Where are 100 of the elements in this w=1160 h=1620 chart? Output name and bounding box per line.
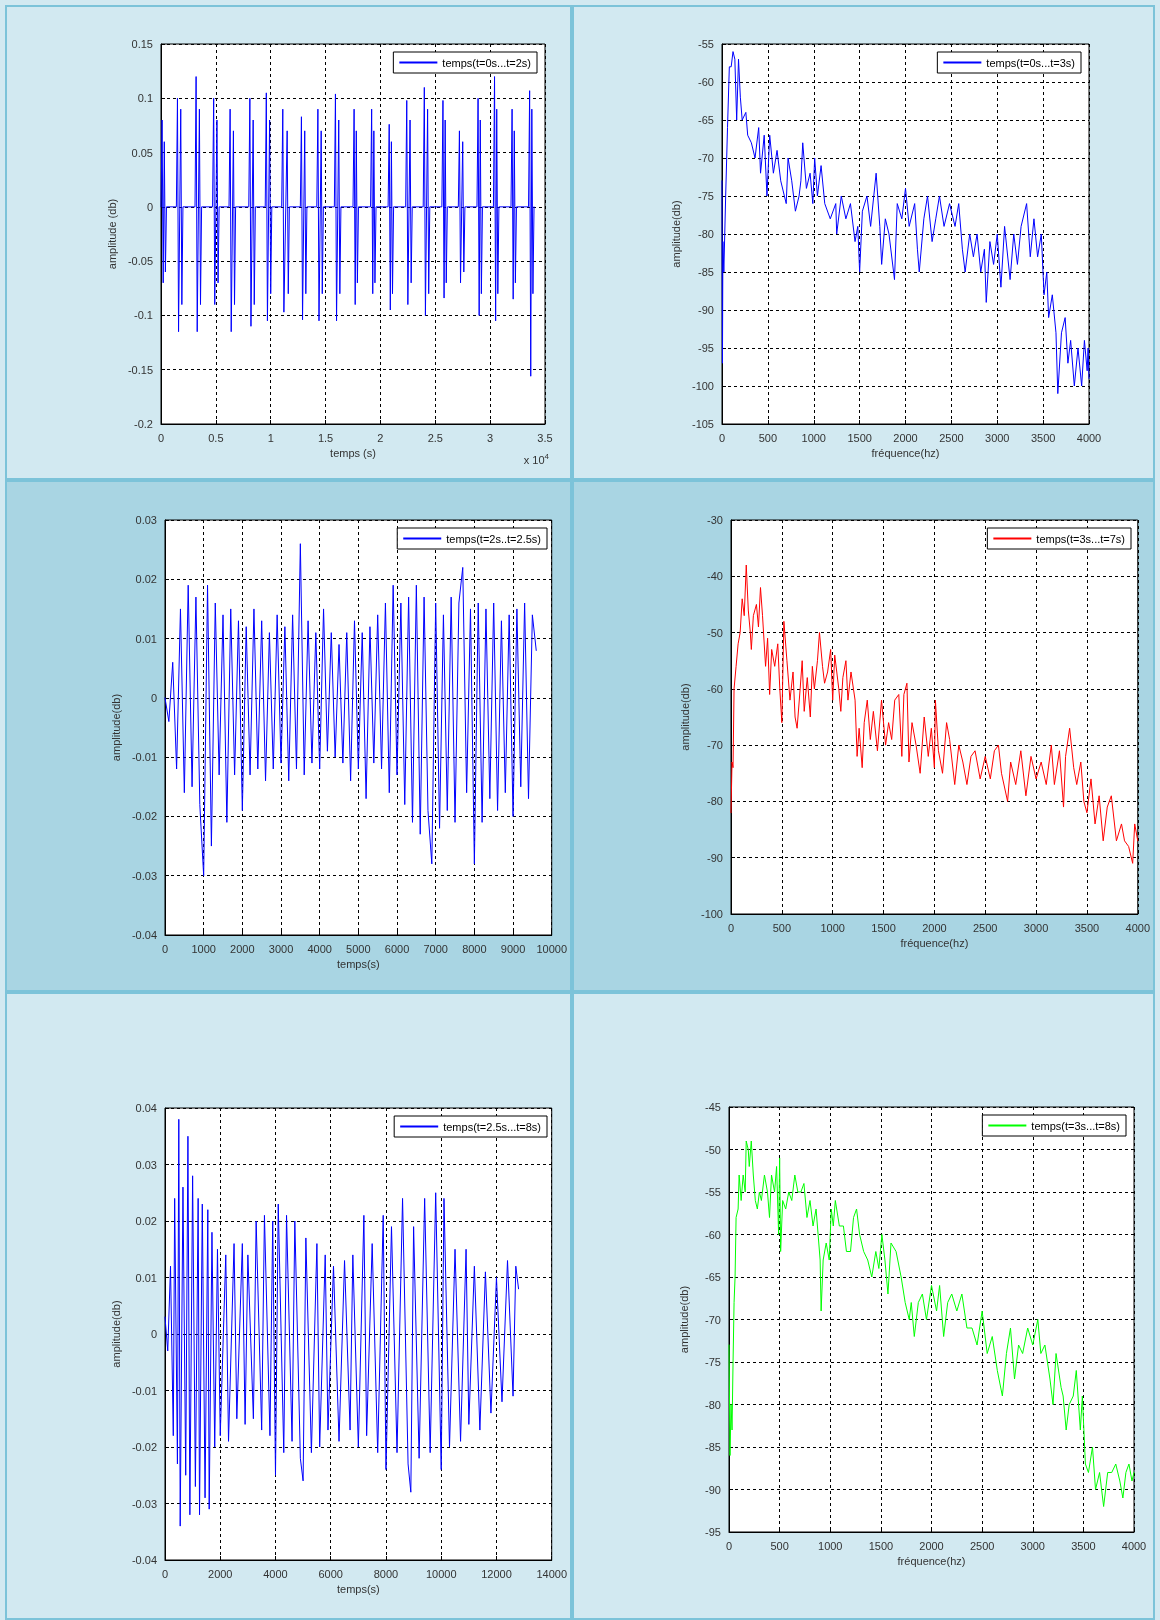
x-tick-label: 2 — [377, 431, 384, 444]
y-tick-label: 0.02 — [135, 1215, 157, 1227]
x-tick-label: 2000 — [208, 1567, 233, 1580]
x-tick-label: 1500 — [871, 921, 896, 934]
y-tick-label: -0.05 — [127, 255, 153, 268]
x-tick-label: 1000 — [191, 942, 216, 955]
y-tick-label: 0.1 — [137, 92, 153, 105]
y-tick-label: -80 — [707, 795, 723, 808]
x-tick-label: 1000 — [820, 921, 845, 934]
x-tick-label: 2500 — [972, 921, 998, 934]
x-tick-label: 4000 — [1125, 921, 1151, 934]
x-tick-label: 3500 — [1071, 1539, 1096, 1552]
y-tick-label: -105 — [691, 418, 714, 430]
y-tick-label: 0.01 — [135, 1271, 157, 1284]
y-axis-title: amplitude(db) — [677, 1285, 690, 1354]
x-tick-label: 4000 — [307, 942, 332, 955]
y-tick-label: -80 — [705, 1398, 721, 1411]
line-series — [160, 76, 535, 377]
y-tick-label: 0 — [150, 691, 157, 704]
x-tick-label: 3.5 — [537, 431, 553, 444]
x-axis-title: fréquence(hz) — [900, 937, 969, 950]
y-tick-label: -90 — [707, 851, 723, 864]
x-tick-label: 2000 — [893, 431, 918, 444]
y-tick-label: -100 — [691, 380, 714, 392]
x-axis-title: fréquence(hz) — [871, 447, 940, 460]
x-tick-label: 2000 — [230, 942, 255, 955]
x-tick-label: 1000 — [801, 431, 826, 444]
y-tick-label: -90 — [698, 304, 714, 316]
y-tick-label: -55 — [698, 38, 714, 50]
x-tick-label: 3500 — [1074, 921, 1100, 934]
y-axis-title: amplitude(db) — [109, 1300, 122, 1368]
y-tick-label: -0.1 — [134, 309, 153, 322]
x-tick-label: 8000 — [462, 942, 487, 955]
x-tick-label: 0 — [727, 921, 735, 934]
x-tick-label: 12000 — [481, 1567, 512, 1580]
x-tick-label: 2500 — [939, 431, 964, 444]
x-tick-label: 3000 — [1023, 921, 1049, 934]
y-tick-label: -80 — [698, 228, 714, 240]
x-tick-label: 0.5 — [208, 431, 224, 444]
x-tick-label: 1 — [267, 431, 274, 444]
y-tick-label: -50 — [705, 1143, 721, 1156]
y-tick-label: -85 — [698, 266, 714, 278]
y-tick-label: -75 — [698, 190, 714, 202]
y-tick-label: -45 — [705, 1101, 721, 1113]
y-tick-label: -95 — [698, 342, 714, 354]
x-axis-title: fréquence(hz) — [897, 1555, 966, 1568]
x-tick-label: 4000 — [1076, 431, 1102, 444]
y-tick-label: 0.15 — [131, 38, 153, 50]
legend-label: temps(t=0s...t=2s) — [442, 56, 532, 69]
x-tick-label: 500 — [772, 921, 792, 934]
y-tick-label: -65 — [698, 114, 714, 126]
line-series — [728, 1140, 1135, 1507]
y-tick-label: -55 — [705, 1186, 721, 1198]
y-tick-label: -90 — [705, 1483, 721, 1496]
x-tick-label: 500 — [770, 1539, 789, 1552]
x-tick-label: 0 — [725, 1539, 733, 1552]
x-tick-label: 10000 — [425, 1567, 457, 1580]
x-tick-label: 0 — [161, 1567, 169, 1580]
y-tick-label: -60 — [698, 76, 714, 88]
y-tick-label: -50 — [707, 626, 723, 639]
x-tick-label: 3000 — [985, 431, 1010, 444]
x-tick-label: 9000 — [500, 942, 526, 955]
y-tick-label: -75 — [705, 1356, 721, 1368]
x-axis-title: temps(s) — [336, 958, 380, 971]
y-tick-label: -0.01 — [131, 751, 157, 764]
x-tick-label: 5000 — [346, 942, 371, 955]
legend-label: temps(t=3s...t=7s) — [1036, 532, 1126, 545]
y-tick-label: -70 — [705, 1313, 721, 1326]
y-tick-label: -0.02 — [131, 810, 157, 823]
legend-label: temps(t=2.5s...t=8s) — [443, 1120, 542, 1133]
y-tick-label: -95 — [705, 1526, 721, 1538]
y-tick-label: -70 — [698, 152, 714, 164]
y-tick-label: -0.03 — [131, 1497, 157, 1510]
line-series — [721, 51, 1090, 395]
y-tick-label: -0.03 — [131, 869, 157, 882]
x-tick-label: 1.5 — [317, 431, 334, 444]
x-tick-label: 3500 — [1030, 431, 1056, 444]
y-tick-label: -40 — [707, 570, 723, 583]
y-tick-label: -0.15 — [127, 363, 153, 376]
x-tick-label: 4000 — [263, 1567, 288, 1580]
x-tick-label: 2500 — [969, 1539, 995, 1552]
legend-label: temps(t=3s...t=8s) — [1031, 1119, 1121, 1132]
x-tick-label: 3000 — [1020, 1539, 1045, 1552]
x-tick-label: 0 — [161, 942, 169, 955]
y-tick-label: 0 — [150, 1328, 157, 1340]
x-axis-title: temps (s) — [330, 447, 376, 460]
y-tick-label: 0.02 — [135, 573, 157, 586]
x-tick-label: 7000 — [423, 942, 448, 955]
y-axis-title: amplitude (db) — [105, 198, 118, 270]
y-tick-label: 0.03 — [135, 1158, 157, 1171]
x-tick-label: 6000 — [384, 942, 410, 955]
y-tick-label: 0.04 — [135, 1102, 157, 1114]
y-tick-label: -100 — [700, 908, 723, 920]
x-tick-label: 1500 — [868, 1539, 894, 1552]
y-tick-label: -30 — [707, 514, 723, 526]
x-tick-label: 3 — [487, 431, 494, 444]
y-tick-label: 0 — [146, 200, 153, 213]
y-axis-title: amplitude(db) — [678, 683, 691, 751]
y-axis-title: amplitude(db) — [109, 693, 122, 762]
y-tick-label: -0.04 — [131, 1554, 157, 1566]
